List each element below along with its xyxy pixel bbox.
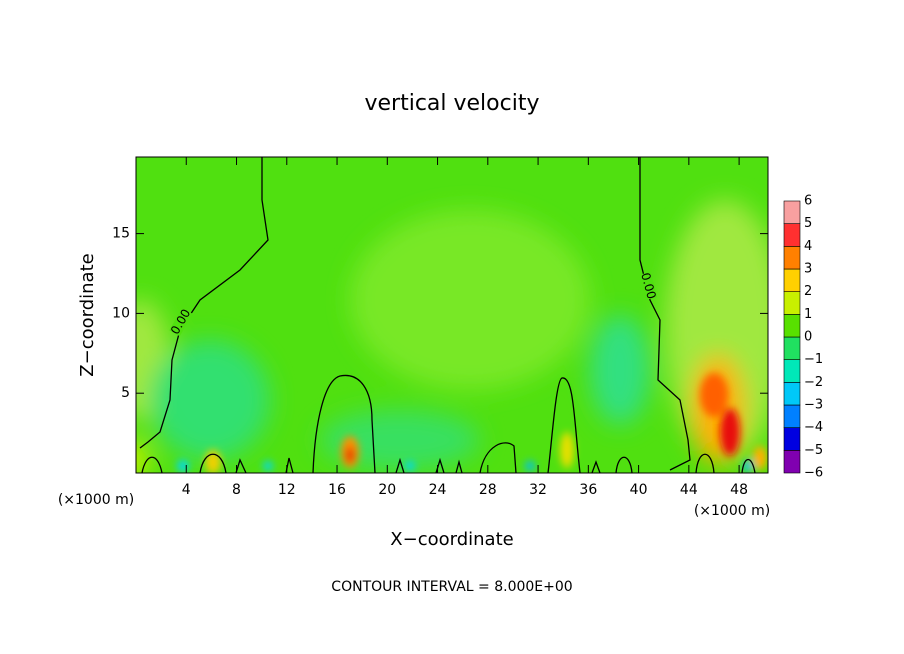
colorbar-label: 1 [804,307,812,322]
colorbar-swatch [783,246,801,270]
x-axis-label: X−coordinate [390,529,513,550]
colorbar-swatch [783,450,801,474]
colorbar-swatch [783,427,801,451]
y-tick-label: 10 [112,305,130,321]
colorbar-label: −2 [804,375,823,390]
colorbar-swatch [783,314,801,338]
colorbar-swatch [783,268,801,292]
y-axis-label: Z−coordinate [77,253,98,376]
colorbar-label: −6 [804,466,823,481]
x-tick-label: 8 [232,482,241,498]
y-unit: (×1000 m) [58,492,134,508]
x-tick-label: 12 [278,482,296,498]
x-unit: (×1000 m) [694,503,770,519]
colorbar-label: 6 [804,194,812,209]
colorbar-label: −1 [804,352,823,367]
x-tick-label: 36 [579,482,597,498]
x-tick-label: 20 [378,482,396,498]
colorbar-label: 4 [804,239,812,254]
annotation: CONTOUR INTERVAL = 8.000E+00 [331,579,572,595]
colorbar-swatch [783,382,801,406]
contour-label: 0.00 [638,271,658,300]
x-tick-label: 4 [182,482,191,498]
x-tick-label: 48 [730,482,748,498]
x-tick-label: 24 [429,482,447,498]
colorbar-label: −3 [804,398,823,413]
colorbar-label: 2 [804,284,812,299]
colorbar-swatch [783,291,801,315]
colorbar-label: −4 [804,420,823,435]
x-tick-label: 32 [529,482,547,498]
colorbar-label: 3 [804,262,812,277]
x-tick-label: 44 [680,482,698,498]
colorbar-swatch [783,200,801,224]
y-tick-label: 15 [112,226,130,242]
x-tick-label: 40 [630,482,648,498]
colorbar-swatch [783,404,801,428]
y-tick-label: 5 [121,385,130,401]
plot-frame [135,156,769,474]
x-tick-label: 28 [479,482,497,498]
colorbar-swatch [783,359,801,383]
colorbar-swatch [783,336,801,360]
colorbar-label: 0 [804,330,812,345]
field: 0.00 0.00 [136,157,768,473]
chart-title: vertical velocity [364,91,539,116]
field-features [177,373,767,473]
x-tick-label: 16 [328,482,346,498]
colorbar-label: −5 [804,443,823,458]
colorbar-label: 5 [804,216,812,231]
colorbar-swatch [783,223,801,247]
